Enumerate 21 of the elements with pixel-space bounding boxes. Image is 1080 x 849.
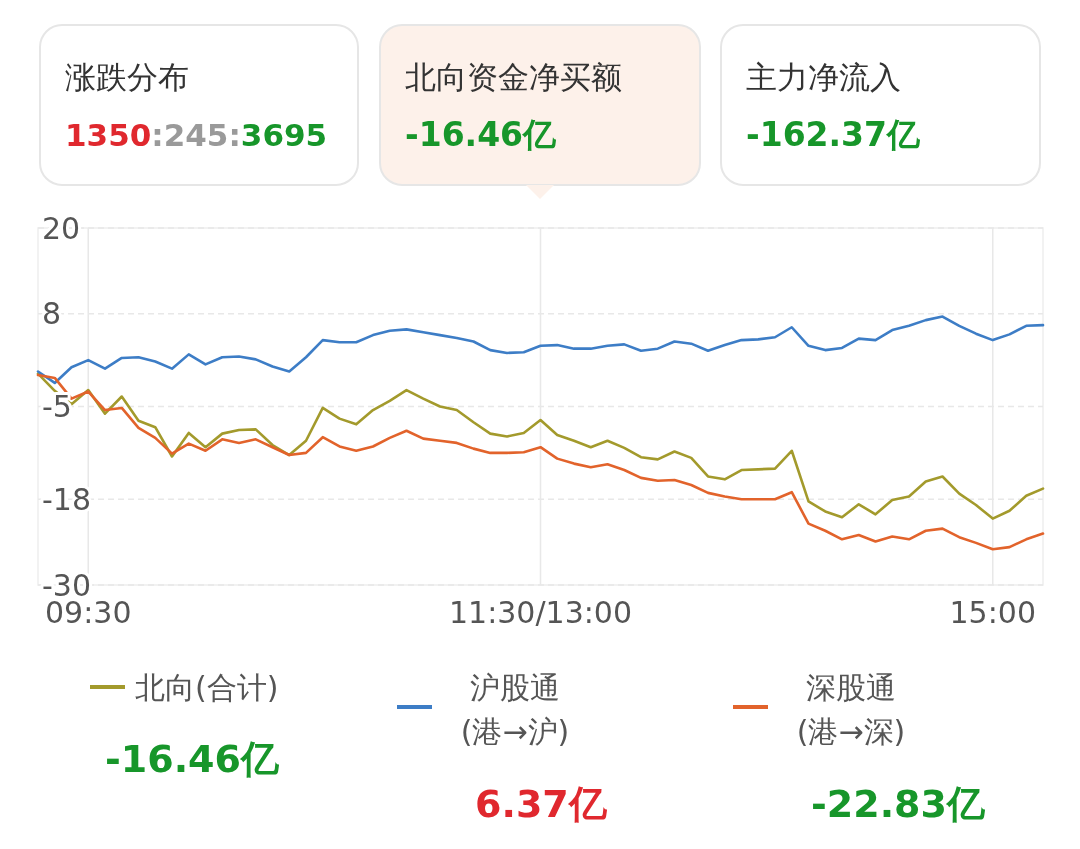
x-tick-label: 09:30 (45, 595, 132, 630)
text: 北向资金净买额 (405, 59, 622, 95)
y-tick-label: 20 (42, 210, 81, 246)
x-tick-label: 15:00 (949, 595, 1036, 630)
x-tick-label: 11:30/13:00 (448, 595, 633, 630)
legend-label: 北向(合计) (135, 670, 279, 705)
y-tick-label: 8 (42, 296, 62, 332)
text: 主力净流入 (746, 59, 901, 95)
text: 6.37亿 (475, 782, 608, 826)
line-series (36, 372, 1045, 520)
text: -16.46亿 (105, 737, 280, 781)
legend-label: 深股通(港→深) (796, 670, 906, 749)
legend-label: 沪股通(港→沪) (460, 670, 570, 749)
text: -22.83亿 (811, 782, 986, 826)
text: 涨跌分布 (65, 59, 189, 95)
y-tick-label: -5 (42, 389, 72, 424)
text: -162.37亿 (746, 115, 922, 154)
line-series (36, 373, 1045, 551)
text: -16.46亿 (405, 115, 558, 154)
text: 1350:245:3695 (65, 117, 328, 153)
y-tick-label: -18 (42, 481, 91, 517)
